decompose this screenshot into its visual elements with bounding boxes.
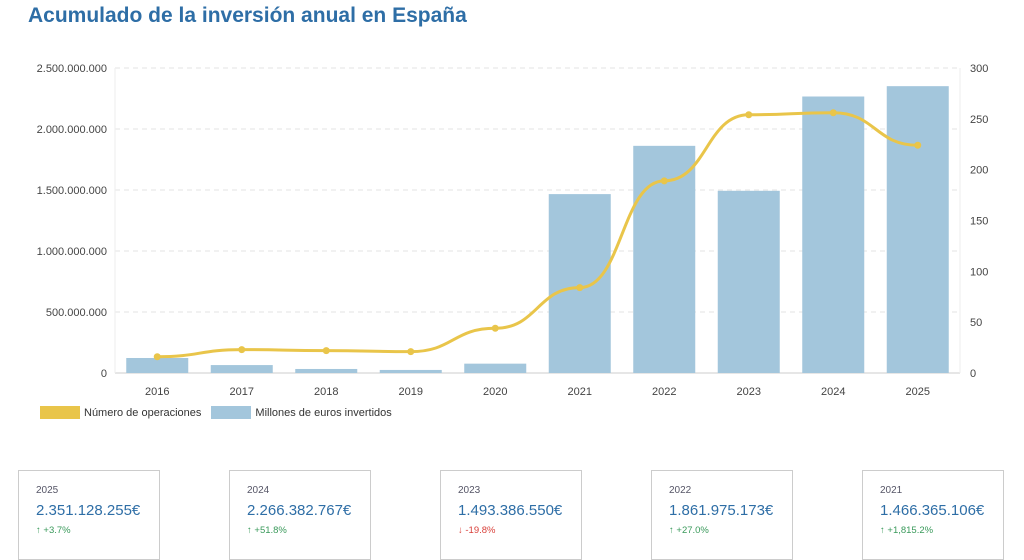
bar [886,86,949,373]
bar [548,194,611,373]
card-value: 2.351.128.255€ [36,502,141,519]
right-tick-label: 150 [970,216,988,228]
x-tick-label: 2020 [483,386,507,398]
legend: Número de operaciones Millones de euros … [40,406,392,419]
card-change: ↑ +27.0% [669,525,792,536]
card-change-value: +3.7% [43,525,71,536]
left-tick-label: 2.500.000.000 [37,63,107,75]
operations-point [238,346,246,354]
arrow-up-icon: ↑ [36,525,41,536]
year-card: 2024 2.266.382.767€ ↑ +51.8% [229,470,371,560]
right-tick-label: 50 [970,317,982,329]
card-value: 1.493.386.550€ [458,502,563,519]
card-change-value: +51.8% [254,525,287,536]
arrow-up-icon: ↑ [247,525,252,536]
bar [802,96,865,373]
year-card: 2021 1.466.365.106€ ↑ +1,815.2% [862,470,1004,560]
left-tick-label: 1.500.000.000 [37,185,107,197]
left-tick-label: 2.000.000.000 [37,124,107,136]
card-year: 2025 [36,485,59,496]
legend-item-investment[interactable]: Millones de euros invertidos [211,406,392,419]
card-year: 2023 [458,485,481,496]
card-value: 1.861.975.173€ [669,502,774,519]
operations-point [491,324,499,332]
x-tick-label: 2018 [314,386,338,398]
legend-label: Número de operaciones [84,406,202,419]
operations-point [576,284,584,292]
right-tick-label: 300 [970,63,988,75]
arrow-up-icon: ↑ [669,525,674,536]
x-tick-label: 2021 [568,386,592,398]
left-tick-label: 0 [101,368,107,380]
arrow-down-icon: ↓ [458,525,463,536]
bar [379,369,442,373]
operations-point [322,347,330,355]
legend-label: Millones de euros invertidos [255,406,392,419]
year-card: 2022 1.861.975.173€ ↑ +27.0% [651,470,793,560]
x-tick-label: 2016 [145,386,169,398]
bar [295,368,358,373]
card-change: ↓ -19.8% [458,525,581,536]
left-tick-label: 1.000.000.000 [37,246,107,258]
x-tick-label: 2025 [906,386,930,398]
x-tick-label: 2024 [821,386,845,398]
year-card: 2023 1.493.386.550€ ↓ -19.8% [440,470,582,560]
right-tick-label: 0 [970,368,976,380]
card-change-value: +27.0% [676,525,709,536]
card-change-value: +1,815.2% [887,525,934,536]
right-tick-label: 200 [970,165,988,177]
operations-point [660,177,668,185]
left-tick-label: 500.000.000 [46,307,107,319]
bar [717,190,780,373]
x-tick-label: 2017 [230,386,254,398]
bar [464,363,527,373]
operations-point [153,353,161,361]
card-year: 2021 [880,485,903,496]
year-card: 2025 2.351.128.255€ ↑ +3.7% [18,470,160,560]
legend-item-operations[interactable]: Número de operaciones [40,406,201,419]
operations-point [914,141,922,149]
operations-line [157,111,918,359]
card-change: ↑ +3.7% [36,525,159,536]
operations-point [745,111,753,119]
page-title: Acumulado de la inversión anual en Españ… [28,4,467,27]
right-tick-label: 250 [970,114,988,126]
card-year: 2022 [669,485,692,496]
bar [210,365,273,373]
legend-swatch [211,406,252,419]
operations-point [829,109,837,117]
x-tick-label: 2023 [737,386,761,398]
bar [126,357,189,373]
card-change: ↑ +1,815.2% [880,525,1003,536]
card-change-value: -19.8% [465,525,496,536]
x-tick-label: 2022 [652,386,676,398]
x-tick-label: 2019 [399,386,423,398]
investment-chart: 0 500.000.000 1.000.000.000 1.500.000.000 2.… [37,63,989,398]
arrow-up-icon: ↑ [880,525,885,536]
card-value: 1.466.365.106€ [880,502,985,519]
legend-swatch [40,406,80,419]
card-change: ↑ +51.8% [247,525,370,536]
card-year: 2024 [247,485,270,496]
right-tick-label: 100 [970,266,988,278]
operations-point [407,348,415,356]
card-value: 2.266.382.767€ [247,502,352,519]
